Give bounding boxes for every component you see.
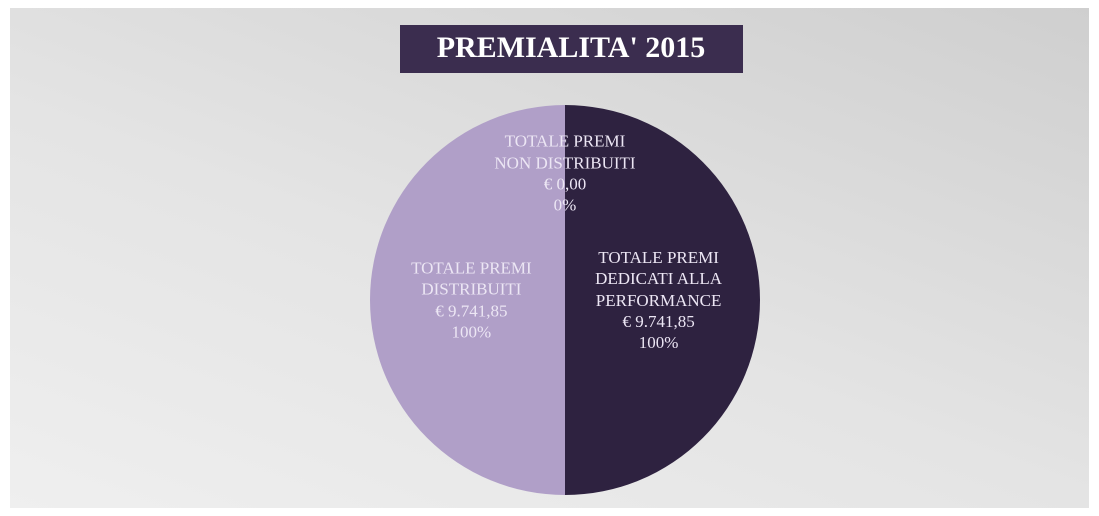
slice-label: TOTALE PREMI DEDICATI ALLA PERFORMANCE € … <box>584 247 734 353</box>
category-label: TOTALE PREMI DEDICATI ALLA PERFORMANCE <box>595 247 723 310</box>
pie-slice <box>565 105 760 495</box>
slice-label: TOTALE PREMI DISTRIBUITI € 9.741,85 100% <box>396 258 546 343</box>
chart-title: PREMIALITA' 2015 <box>437 31 706 64</box>
category-label: TOTALE PREMI DISTRIBUITI <box>411 258 532 299</box>
value-label: € 9.741,85 <box>435 301 508 320</box>
title-box <box>400 25 743 73</box>
pie-slice <box>370 105 565 495</box>
percent-label: 0% <box>553 195 577 215</box>
slice-label: TOTALE PREMI NON DISTRIBUITI € 0,00 0% <box>490 131 640 216</box>
category-label: TOTALE PREMI NON DISTRIBUITI <box>494 131 636 172</box>
value-label: € 0,00 <box>543 174 587 194</box>
percent-label: 100% <box>638 332 679 352</box>
value-label: € 9.741,85 <box>622 311 695 331</box>
percent-label: 100% <box>451 322 492 342</box>
